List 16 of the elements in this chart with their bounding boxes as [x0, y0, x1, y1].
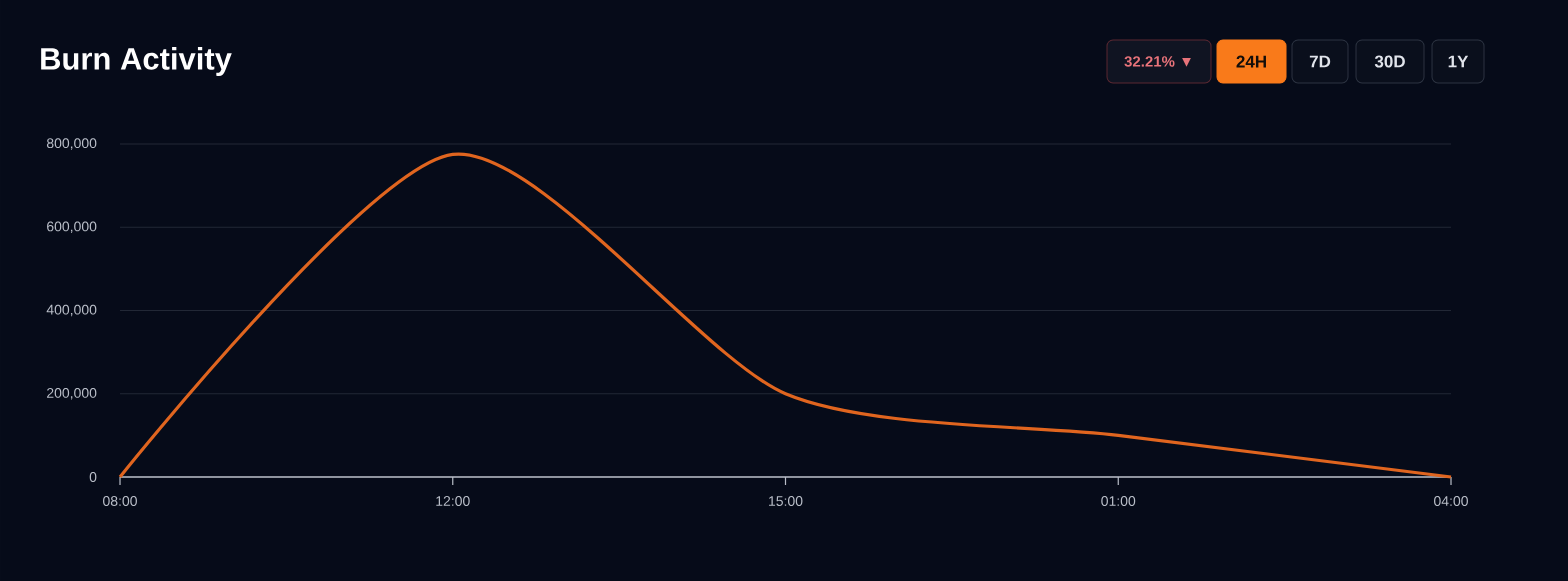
text: 32.21% ▼: [1124, 56, 1191, 67]
text: 1Y: [1448, 55, 1469, 68]
x-tick-label: 04:00: [1434, 496, 1468, 506]
x-tick-label: 08:00: [103, 496, 137, 506]
y-tick-label: 800,000: [46, 138, 97, 150]
y-tick-label: 0: [89, 472, 97, 482]
text: 24H: [1236, 55, 1266, 68]
chart-title: Burn Activity: [41, 47, 232, 76]
text: 7D: [1309, 55, 1331, 68]
y-tick-label: 400,000: [46, 304, 97, 317]
x-tick-label: 01:00: [1101, 496, 1136, 506]
y-tick-label: 600,000: [47, 221, 97, 234]
text: 30D: [1374, 55, 1405, 68]
y-tick-label: 200,000: [47, 387, 97, 400]
x-tick-label: 12:00: [436, 496, 470, 506]
x-tick-label: 15:00: [769, 496, 803, 506]
